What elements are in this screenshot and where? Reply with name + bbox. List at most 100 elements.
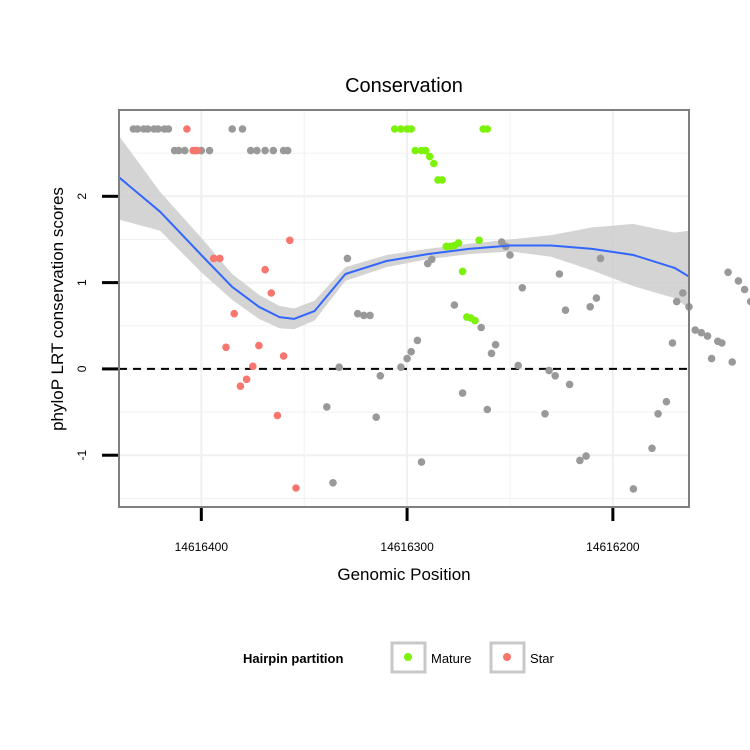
- point-mature: [455, 239, 463, 247]
- point-other: [648, 445, 656, 453]
- point-other: [206, 147, 214, 155]
- point-other: [329, 479, 337, 487]
- point-mature: [484, 125, 492, 133]
- point-mature: [426, 153, 434, 161]
- point-other: [335, 363, 343, 371]
- point-star: [216, 255, 224, 263]
- x-tick-label: 14616200: [586, 540, 640, 554]
- plot-panel: [119, 110, 750, 507]
- point-mature: [438, 176, 446, 184]
- point-other: [556, 270, 564, 278]
- point-other: [551, 372, 559, 380]
- point-star: [193, 147, 201, 155]
- point-other: [669, 339, 677, 347]
- point-star: [261, 266, 269, 274]
- point-star: [222, 344, 230, 352]
- point-other: [597, 255, 605, 263]
- point-mature: [475, 237, 483, 245]
- point-other: [541, 410, 549, 418]
- point-other: [562, 306, 570, 314]
- point-other: [741, 286, 749, 294]
- point-other: [397, 363, 405, 371]
- point-star: [286, 237, 294, 245]
- x-axis-title: Genomic Position: [337, 565, 470, 584]
- point-other: [566, 381, 574, 389]
- point-other: [673, 298, 681, 306]
- point-other: [492, 341, 500, 349]
- point-mature: [471, 317, 479, 325]
- point-other: [165, 125, 173, 133]
- point-star: [237, 382, 245, 390]
- point-mature: [430, 160, 438, 168]
- y-tick-label: 2: [75, 193, 89, 200]
- y-axis-title: phyloP LRT conservation scores: [48, 187, 67, 431]
- point-other: [586, 303, 594, 311]
- legend-point-mature: [404, 653, 412, 661]
- legend-point-star: [503, 653, 511, 661]
- x-axis: 14616400 14616300 14616200: [175, 508, 640, 554]
- point-other: [239, 125, 247, 133]
- point-other: [403, 355, 411, 363]
- point-other: [459, 389, 467, 397]
- point-other: [728, 358, 736, 366]
- point-other: [414, 337, 422, 345]
- point-other: [506, 251, 514, 259]
- legend: Hairpin partition Mature Star: [243, 643, 555, 672]
- plot-background: [119, 110, 689, 507]
- point-other: [477, 324, 485, 332]
- y-tick-label: -1: [75, 450, 89, 461]
- point-other: [593, 294, 601, 302]
- point-other: [514, 362, 522, 370]
- chart-title: Conservation: [345, 75, 463, 97]
- point-other: [366, 312, 374, 320]
- point-mature: [407, 125, 415, 133]
- chart: Conservation 14616400 14616300 14616200 -1…: [0, 0, 750, 750]
- point-other: [261, 147, 269, 155]
- point-star: [280, 352, 288, 360]
- point-other: [679, 289, 687, 297]
- point-other: [663, 398, 671, 406]
- point-other: [323, 403, 331, 411]
- point-other: [484, 406, 492, 414]
- point-other: [407, 348, 415, 356]
- point-other: [228, 125, 236, 133]
- point-other: [654, 410, 662, 418]
- y-axis: -1 0 1 2: [75, 193, 118, 461]
- point-other: [576, 457, 584, 465]
- point-other: [181, 147, 189, 155]
- point-other: [708, 355, 716, 363]
- point-other: [630, 485, 638, 493]
- point-other: [372, 413, 380, 421]
- point-other: [253, 147, 261, 155]
- point-star: [243, 376, 251, 384]
- point-other: [704, 332, 712, 340]
- point-other: [428, 255, 436, 263]
- point-star: [183, 125, 191, 133]
- legend-title: Hairpin partition: [243, 651, 343, 666]
- legend-label-star: Star: [530, 651, 555, 666]
- y-tick-label: 0: [75, 365, 89, 372]
- point-other: [377, 372, 385, 380]
- point-star: [274, 412, 282, 420]
- point-star: [249, 363, 257, 371]
- x-tick-label: 14616400: [175, 540, 229, 554]
- point-other: [344, 255, 352, 263]
- point-other: [284, 147, 292, 155]
- point-star: [292, 484, 300, 492]
- legend-label-mature: Mature: [431, 651, 471, 666]
- point-other: [582, 452, 590, 460]
- point-other: [718, 339, 726, 347]
- point-other: [451, 301, 459, 309]
- point-other: [724, 269, 732, 277]
- point-other: [270, 147, 278, 155]
- point-star: [230, 310, 238, 318]
- point-star: [255, 342, 263, 350]
- point-other: [545, 367, 553, 375]
- point-mature: [459, 268, 467, 276]
- point-other: [418, 458, 426, 466]
- point-other: [735, 277, 743, 285]
- point-star: [268, 289, 276, 297]
- point-other: [519, 284, 527, 292]
- x-tick-label: 14616300: [380, 540, 434, 554]
- y-tick-label: 1: [75, 279, 89, 286]
